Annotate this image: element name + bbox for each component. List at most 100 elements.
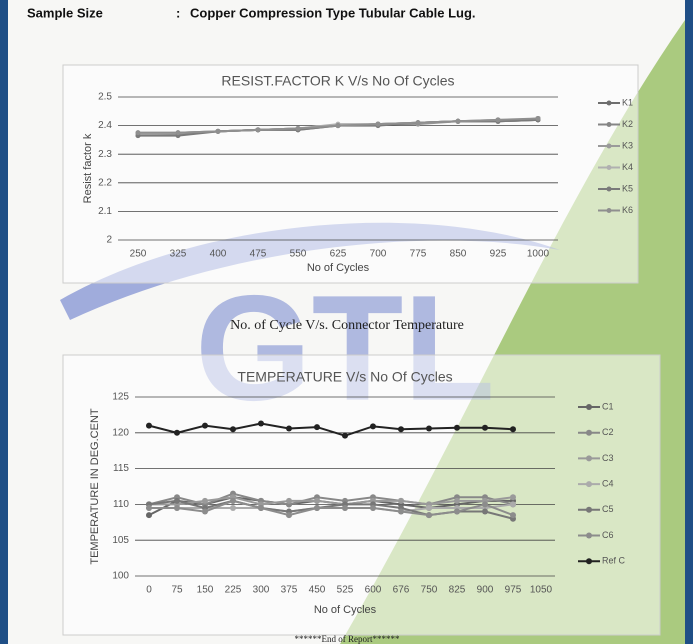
data-point <box>146 505 152 511</box>
data-point <box>426 512 432 518</box>
data-point <box>146 423 152 429</box>
legend-label: K4 <box>622 162 633 172</box>
legend-marker <box>607 165 612 170</box>
data-point <box>370 505 376 511</box>
data-point <box>258 420 264 426</box>
data-point <box>202 498 208 504</box>
x-tick-label: 1050 <box>530 585 553 596</box>
x-tick-label: 1000 <box>527 249 550 260</box>
legend-marker <box>586 455 592 461</box>
data-point <box>454 425 460 431</box>
data-point <box>202 423 208 429</box>
legend-marker <box>607 144 612 149</box>
legend-marker <box>607 208 612 213</box>
legend-label: C5 <box>602 504 614 514</box>
y-tick-label: 2.1 <box>98 206 112 217</box>
y-tick-label: 110 <box>113 499 129 510</box>
legend-label: K6 <box>622 205 633 215</box>
data-point <box>510 512 516 518</box>
data-point <box>256 127 261 132</box>
data-point <box>286 512 292 518</box>
y-tick-label: 100 <box>112 571 129 582</box>
x-tick-label: 825 <box>449 585 466 596</box>
legend-label: K1 <box>622 97 633 107</box>
y-tick-label: 2.2 <box>98 177 112 188</box>
header-separator: : <box>176 5 180 20</box>
y-tick-label: 125 <box>112 392 129 403</box>
data-point <box>174 498 180 504</box>
page: {"header": {"label": "Sample Size", "sep… <box>0 0 693 644</box>
data-point <box>136 130 141 135</box>
data-point <box>482 501 488 507</box>
x-axis-label: No of Cycles <box>307 262 370 274</box>
legend-label: C6 <box>602 530 614 540</box>
data-point <box>426 426 432 432</box>
header-value: Copper Compression Type Tubular Cable Lu… <box>190 5 476 20</box>
x-tick-label: 75 <box>171 585 183 596</box>
data-point <box>398 426 404 432</box>
legend-marker <box>586 533 592 539</box>
x-tick-label: 450 <box>309 585 326 596</box>
data-point <box>456 119 461 124</box>
data-point <box>174 505 180 511</box>
legend-marker <box>607 101 612 106</box>
x-tick-label: 150 <box>197 585 214 596</box>
data-point <box>216 129 221 134</box>
y-tick-label: 2.4 <box>98 120 112 131</box>
document: GTL Sample Size : Copper Compression Typ… <box>0 0 693 644</box>
data-point <box>230 505 236 511</box>
data-point <box>314 498 320 504</box>
data-point <box>426 505 432 511</box>
x-tick-label: 750 <box>421 585 438 596</box>
footer: ******End of Report****** <box>295 634 400 644</box>
data-point <box>454 498 460 504</box>
x-tick-label: 325 <box>170 249 187 260</box>
x-tick-label: 300 <box>253 585 270 596</box>
legend-label: Ref C <box>602 556 626 566</box>
data-point <box>398 509 404 515</box>
data-point <box>510 494 516 500</box>
y-tick-label: 2.3 <box>98 149 112 160</box>
x-tick-label: 550 <box>290 249 307 260</box>
data-point <box>482 509 488 515</box>
y-axis-label: TEMPERATURE IN DEG.CENT <box>89 408 101 565</box>
data-point <box>496 117 501 122</box>
data-point <box>314 424 320 430</box>
data-point <box>454 509 460 515</box>
legend-marker <box>586 430 592 436</box>
data-point <box>296 126 301 131</box>
data-point <box>536 116 541 121</box>
x-tick-label: 700 <box>370 249 387 260</box>
x-tick-label: 775 <box>410 249 427 260</box>
legend-marker <box>586 558 592 564</box>
y-axis-label: Resist factor k <box>82 133 94 203</box>
legend-label: C2 <box>602 427 614 437</box>
legend-label: C1 <box>602 401 614 411</box>
x-tick-label: 375 <box>281 585 298 596</box>
data-point <box>230 426 236 432</box>
data-point <box>258 505 264 511</box>
legend-label: K2 <box>622 119 633 129</box>
data-point <box>146 512 152 518</box>
data-point <box>314 505 320 511</box>
x-tick-label: 475 <box>250 249 267 260</box>
legend-label: K5 <box>622 183 633 193</box>
data-point <box>176 130 181 135</box>
x-tick-label: 525 <box>337 585 354 596</box>
data-point <box>482 425 488 431</box>
x-axis-label: No of Cycles <box>314 604 377 616</box>
x-tick-label: 225 <box>225 585 242 596</box>
data-point <box>286 498 292 504</box>
x-tick-label: 850 <box>450 249 467 260</box>
y-tick-label: 115 <box>113 463 129 474</box>
y-tick-label: 2 <box>106 235 112 246</box>
chart-title: RESIST.FACTOR K V/s No Of Cycles <box>221 73 454 89</box>
x-tick-label: 900 <box>477 585 494 596</box>
legend-label: K3 <box>622 140 633 150</box>
x-tick-label: 250 <box>130 249 147 260</box>
header-label: Sample Size <box>27 5 103 20</box>
x-tick-label: 0 <box>146 585 152 596</box>
legend-marker <box>607 187 612 192</box>
x-tick-label: 676 <box>393 585 410 596</box>
chart-title: TEMPERATURE V/s No Of Cycles <box>237 369 452 385</box>
